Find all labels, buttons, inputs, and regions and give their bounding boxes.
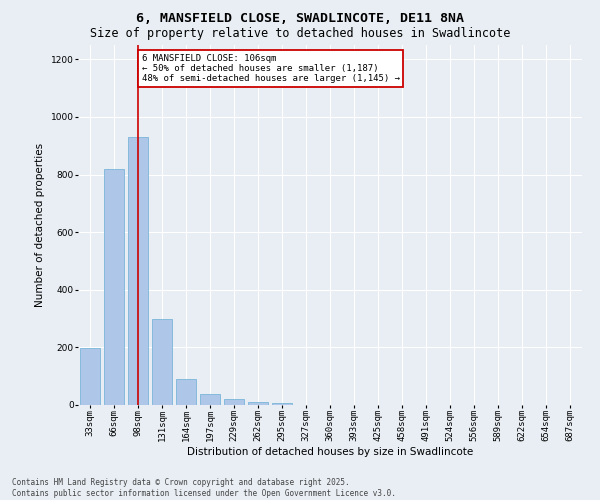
Bar — [152, 318, 172, 405]
Bar — [272, 403, 292, 405]
Bar — [128, 137, 148, 405]
Text: 6, MANSFIELD CLOSE, SWADLINCOTE, DE11 8NA: 6, MANSFIELD CLOSE, SWADLINCOTE, DE11 8N… — [136, 12, 464, 26]
X-axis label: Distribution of detached houses by size in Swadlincote: Distribution of detached houses by size … — [187, 447, 473, 457]
Text: 6 MANSFIELD CLOSE: 106sqm
← 50% of detached houses are smaller (1,187)
48% of se: 6 MANSFIELD CLOSE: 106sqm ← 50% of detac… — [142, 54, 400, 84]
Text: Size of property relative to detached houses in Swadlincote: Size of property relative to detached ho… — [90, 28, 510, 40]
Bar — [248, 402, 268, 405]
Bar — [176, 379, 196, 405]
Bar — [200, 394, 220, 405]
Y-axis label: Number of detached properties: Number of detached properties — [35, 143, 45, 307]
Bar — [104, 169, 124, 405]
Text: Contains HM Land Registry data © Crown copyright and database right 2025.
Contai: Contains HM Land Registry data © Crown c… — [12, 478, 396, 498]
Bar — [224, 398, 244, 405]
Bar — [80, 348, 100, 405]
